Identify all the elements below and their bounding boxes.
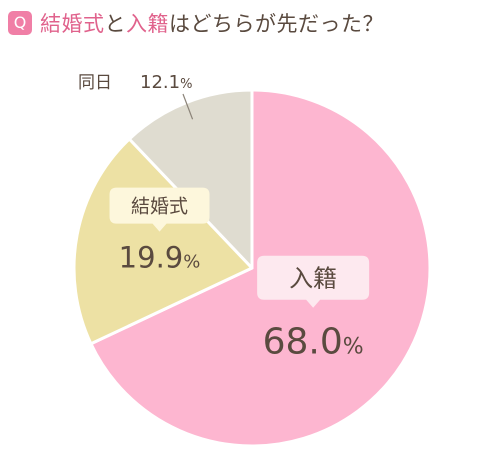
pie-labels: 入籍 68.0% 結婚式 19.9% 同日 12.1%	[78, 72, 370, 363]
title-highlight-registration: 入籍	[126, 12, 169, 36]
value-registration: 68.0%	[263, 322, 364, 363]
title-question: はどちらが先だった？	[169, 12, 384, 36]
label-same-day: 同日	[78, 73, 112, 93]
label-wedding: 結婚式	[131, 196, 188, 218]
value-same-day: 12.1%	[140, 72, 192, 93]
value-wedding: 19.9%	[119, 241, 201, 275]
chart-title: Q 結婚式と入籍はどちらが先だった？	[8, 8, 384, 38]
question-badge: Q	[8, 11, 32, 35]
label-bubble-wedding	[109, 187, 210, 232]
title-text: 結婚式と入籍はどちらが先だった？	[40, 8, 384, 38]
label-bubble-registration	[257, 255, 370, 308]
title-highlight-wedding: 結婚式	[40, 12, 105, 36]
title-connector: と	[104, 12, 126, 36]
label-registration: 入籍	[289, 265, 337, 293]
leader-line-same-day	[182, 93, 194, 120]
